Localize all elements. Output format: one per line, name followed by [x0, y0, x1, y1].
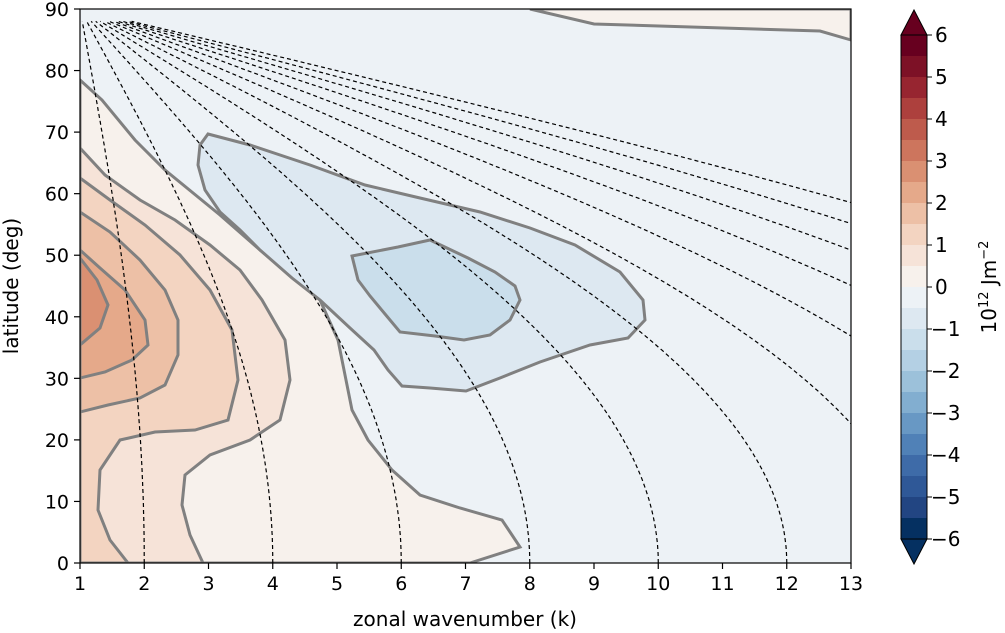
x-axis-label: zonal wavenumber (k) [353, 607, 577, 631]
x-tick-label: 9 [588, 573, 600, 595]
colorbar-segment [901, 518, 927, 539]
colorbar-extend-top [900, 8, 928, 36]
colorbar-segment [901, 413, 927, 434]
colorbar-segment [901, 35, 927, 56]
colorbar-segment [901, 245, 927, 266]
region-pos-top-right [529, 9, 851, 42]
colorbar-tick-label: −5 [931, 485, 960, 509]
y-tick-label: 10 [45, 491, 69, 513]
colorbar-segment [901, 371, 927, 392]
y-tick-label: 50 [45, 245, 69, 267]
colorbar-segment [901, 266, 927, 287]
colorbar-segment [901, 182, 927, 203]
x-tick-label: 4 [267, 573, 279, 595]
plot-area [80, 9, 851, 563]
dashed-curve [90, 20, 402, 563]
colorbar-segment [901, 497, 927, 518]
dashed-curves [81, 20, 851, 563]
colorbar-segment [901, 434, 927, 455]
colorbar-segment [901, 56, 927, 77]
x-tick-label: 6 [395, 573, 407, 595]
y-tick-label: 30 [45, 368, 69, 390]
dashed-curve [117, 20, 851, 287]
colorbar-segment [901, 140, 927, 161]
colorbar-segment [901, 224, 927, 245]
colorbar-tick-label: −1 [931, 317, 960, 341]
y-tick-label: 90 [45, 0, 69, 21]
colorbar-label: 1012 Jm−2 [977, 241, 1001, 334]
colorbar-segment [901, 455, 927, 476]
colorbar-segment [901, 287, 927, 308]
y-tick-label: 0 [57, 553, 69, 575]
dashed-curve [95, 20, 531, 563]
colorbar-segment [901, 119, 927, 140]
x-tick-label: 3 [202, 573, 214, 595]
x-tick-label: 1 [74, 573, 86, 595]
colorbar-segment [901, 329, 927, 350]
colorbar-tick-label: 6 [935, 23, 948, 47]
x-tick-label: 11 [710, 573, 734, 595]
colorbar-tick-label: −4 [931, 443, 960, 467]
colorbar: −6 −5 −4 −3 −2 −1 0 1 2 3 4 5 6 [900, 8, 960, 566]
colorbar-segment [901, 350, 927, 371]
y-tick-label: 40 [45, 307, 69, 329]
dashed-curve [113, 20, 851, 337]
colorbar-tick-label: −3 [931, 401, 960, 425]
colorbar-segment [901, 476, 927, 497]
colorbar-tick-label: 1 [935, 233, 948, 257]
colorbar-tick-label: −2 [931, 359, 960, 383]
dashed-curve [86, 21, 274, 563]
colorbar-segment [901, 203, 927, 224]
y-tick-label: 80 [45, 61, 69, 83]
x-tick-label: 10 [646, 573, 670, 595]
region-pos-25 [80, 255, 110, 347]
x-tick-label: 8 [524, 573, 536, 595]
dashed-curve [104, 20, 788, 563]
y-tick-label: 70 [45, 122, 69, 144]
colorbar-segment [901, 77, 927, 98]
dashed-curve [99, 20, 659, 563]
colorbar-tick-label: 2 [935, 191, 948, 215]
colorbar-tick-label: 5 [935, 65, 948, 89]
y-tick-label: 60 [45, 184, 69, 206]
colorbar-tick-label: 3 [935, 149, 948, 173]
x-tick-label: 12 [775, 573, 799, 595]
colorbar-segment [901, 161, 927, 182]
y-axis: 0 10 20 30 40 50 60 70 80 90 [45, 0, 80, 575]
colorbar-segment [901, 308, 927, 329]
colorbar-segment [901, 392, 927, 413]
y-tick-label: 20 [45, 430, 69, 452]
x-tick-label: 5 [331, 573, 343, 595]
colorbar-tick-label: 4 [935, 107, 948, 131]
colorbar-extend-bottom [900, 538, 928, 566]
colorbar-tick-label: 0 [935, 275, 948, 299]
colorbar-tick-label: −6 [931, 527, 960, 551]
y-axis-label: latitude (deg) [0, 218, 23, 354]
x-tick-label: 7 [459, 573, 471, 595]
region-neg-1 [350, 238, 522, 342]
x-axis: 1 2 3 4 5 6 7 8 9 10 11 12 13 [74, 563, 863, 595]
x-tick-label: 13 [839, 573, 863, 595]
dashed-curve [108, 20, 851, 425]
colorbar-segment [901, 98, 927, 119]
x-tick-label: 2 [138, 573, 150, 595]
